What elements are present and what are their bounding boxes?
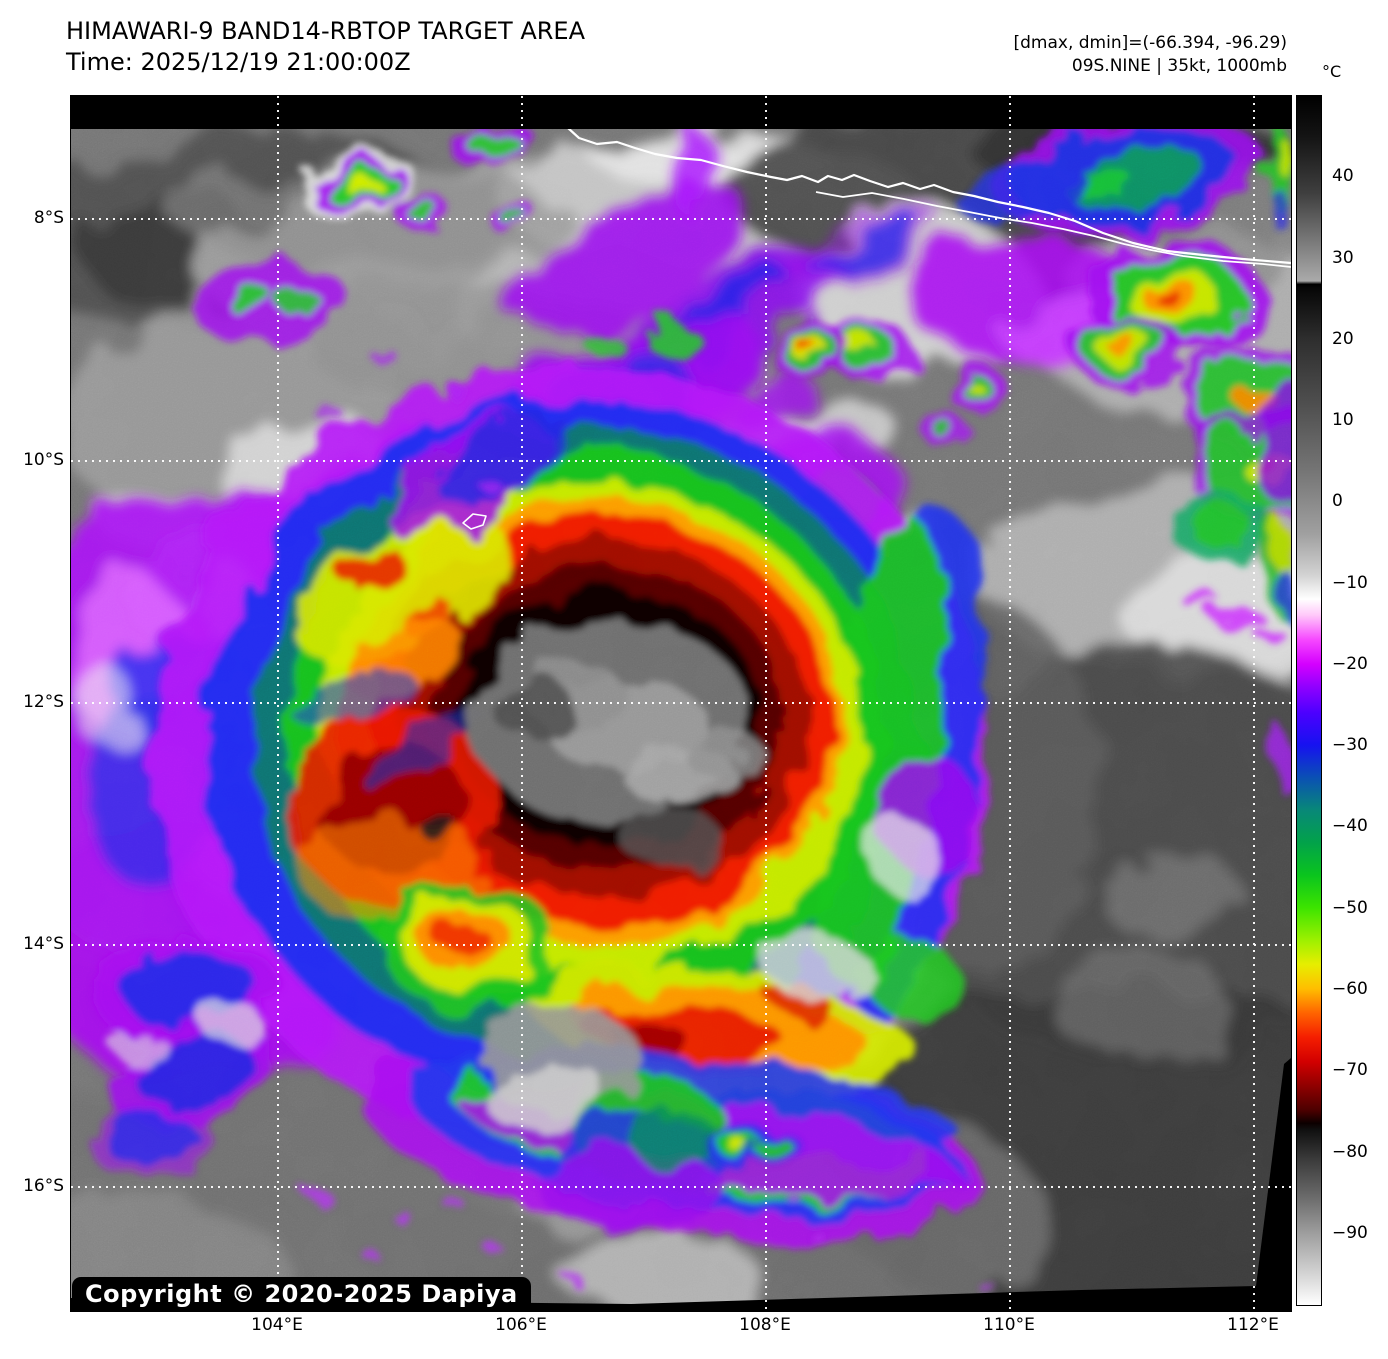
latlon-gridlines: [71, 96, 1291, 1311]
colorbar-tick-label: −60: [1332, 979, 1368, 1000]
satellite-map-plot: [70, 95, 1292, 1312]
lon-tick-label: 104°E: [251, 1315, 303, 1335]
colorbar-tick-label: −40: [1332, 816, 1368, 837]
lat-tick-label: 14°S: [23, 934, 64, 954]
colorbar-tick-label: −90: [1332, 1222, 1368, 1243]
lon-tick-label: 112°E: [1227, 1315, 1279, 1335]
colorbar-tick-label: −10: [1332, 572, 1368, 593]
colorbar-tick-label: 10: [1332, 410, 1354, 431]
dmax-dmin-annotation: [dmax, dmin]=(-66.394, -96.29): [1013, 33, 1288, 53]
lon-tick-label: 106°E: [495, 1315, 547, 1335]
page-title: HIMAWARI-9 BAND14-RBTOP TARGET AREA: [66, 17, 586, 45]
lon-tick-label: 108°E: [739, 1315, 791, 1335]
lat-tick-label: 8°S: [33, 208, 64, 228]
scan-edge-mask: [71, 96, 1291, 1311]
colorbar-tick-label: 30: [1332, 247, 1354, 268]
copyright-badge: Copyright © 2020-2025 Dapiya: [72, 1277, 531, 1312]
temperature-colorbar: [1296, 95, 1322, 1306]
timestamp: Time: 2025/12/19 21:00:00Z: [66, 48, 411, 76]
title-block: HIMAWARI-9 BAND14-RBTOP TARGET AREA Time…: [66, 16, 585, 78]
colorbar-tick-label: −30: [1332, 735, 1368, 756]
satellite-image: [71, 96, 1291, 1311]
lat-tick-label: 16°S: [23, 1176, 64, 1196]
lon-tick-label: 110°E: [983, 1315, 1035, 1335]
storm-info-annotation: 09S.NINE | 35kt, 1000mb: [1071, 56, 1287, 76]
colorbar-unit-label: °C: [1322, 62, 1342, 81]
colorbar-tick-label: −70: [1332, 1060, 1368, 1081]
lat-tick-label: 12°S: [23, 692, 64, 712]
colorbar-tick-label: 0: [1332, 491, 1343, 512]
colorbar-tick-label: −20: [1332, 653, 1368, 674]
colorbar-tick-label: −80: [1332, 1141, 1368, 1162]
colorbar-tick-label: −50: [1332, 897, 1368, 918]
colorbar-tick-label: 20: [1332, 328, 1354, 349]
lat-tick-label: 10°S: [23, 450, 64, 470]
annotation-block: [dmax, dmin]=(-66.394, -96.29) 09S.NINE …: [1014, 32, 1288, 78]
colorbar-tick-label: 40: [1332, 166, 1354, 187]
coastline: [462, 96, 1291, 530]
